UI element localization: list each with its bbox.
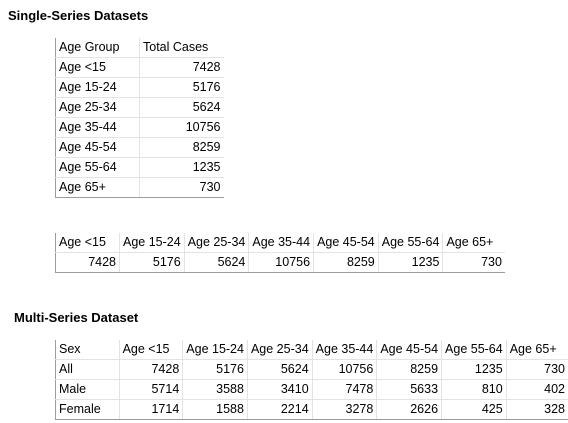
age-group-cell[interactable]: Age 35-44 xyxy=(55,117,140,138)
table-row: Age 65+ 730 xyxy=(55,177,224,198)
table-row: Male 5714 3588 3410 7478 5633 810 402 xyxy=(55,379,568,400)
age-group-cell[interactable]: Age 15-24 xyxy=(55,77,140,98)
value-cell[interactable]: 5624 xyxy=(184,252,250,273)
column-header[interactable]: Age 65+ xyxy=(442,233,505,253)
single-series-heading: Single-Series Datasets xyxy=(8,8,149,23)
table-row: Age 25-34 5624 xyxy=(55,97,224,118)
column-header[interactable]: Age <15 xyxy=(55,233,120,253)
table-row: Age <15 7428 xyxy=(55,57,224,78)
value-cell[interactable]: 10756 xyxy=(248,252,315,273)
sex-cell[interactable]: Male xyxy=(55,379,120,400)
column-header[interactable]: Age 55-64 xyxy=(441,340,507,360)
column-header[interactable]: Sex xyxy=(55,340,120,360)
value-cell[interactable]: 730 xyxy=(442,252,505,273)
value-cell[interactable]: 5714 xyxy=(119,379,184,400)
column-header[interactable]: Age 15-24 xyxy=(182,340,248,360)
column-header[interactable]: Total Cases xyxy=(139,38,224,58)
table-row: Age 45-54 8259 xyxy=(55,137,224,158)
multi-series-heading: Multi-Series Dataset xyxy=(14,310,139,325)
multi-series-table: Sex Age <15 Age 15-24 Age 25-34 Age 35-4… xyxy=(55,340,568,420)
sex-cell[interactable]: All xyxy=(55,359,120,380)
table-row: Female 1714 1588 2214 3278 2626 425 328 xyxy=(55,399,568,420)
column-header[interactable]: Age 35-44 xyxy=(312,340,378,360)
value-cell[interactable]: 402 xyxy=(506,379,568,400)
age-group-cell[interactable]: Age <15 xyxy=(55,57,140,78)
value-cell[interactable]: 5176 xyxy=(182,359,248,380)
column-header[interactable]: Age 55-64 xyxy=(378,233,444,253)
value-cell[interactable]: 7428 xyxy=(119,359,184,380)
column-header[interactable]: Age <15 xyxy=(119,340,184,360)
table-row: All 7428 5176 5624 10756 8259 1235 730 xyxy=(55,359,568,380)
single-series-vertical-table: Age Group Total Cases Age <15 7428 Age 1… xyxy=(55,38,224,198)
table-row: Age 35-44 10756 xyxy=(55,117,224,138)
age-group-cell[interactable]: Age 45-54 xyxy=(55,137,140,158)
column-header[interactable]: Age 45-54 xyxy=(376,340,443,360)
table-header-row: Age Group Total Cases xyxy=(55,38,224,58)
total-cases-cell[interactable]: 10756 xyxy=(139,117,224,138)
value-cell[interactable]: 425 xyxy=(441,399,507,420)
column-header[interactable]: Age 65+ xyxy=(506,340,568,360)
value-cell[interactable]: 810 xyxy=(441,379,507,400)
sex-cell[interactable]: Female xyxy=(55,399,120,420)
value-cell[interactable]: 5633 xyxy=(376,379,443,400)
total-cases-cell[interactable]: 7428 xyxy=(139,57,224,78)
value-cell[interactable]: 8259 xyxy=(376,359,443,380)
age-group-cell[interactable]: Age 55-64 xyxy=(55,157,140,178)
total-cases-cell[interactable]: 5624 xyxy=(139,97,224,118)
column-header[interactable]: Age Group xyxy=(55,38,140,58)
value-cell[interactable]: 3410 xyxy=(247,379,313,400)
value-cell[interactable]: 5176 xyxy=(119,252,185,273)
total-cases-cell[interactable]: 730 xyxy=(139,177,224,198)
value-cell[interactable]: 1588 xyxy=(182,399,248,420)
total-cases-cell[interactable]: 5176 xyxy=(139,77,224,98)
value-cell[interactable]: 1235 xyxy=(441,359,507,380)
age-group-cell[interactable]: Age 65+ xyxy=(55,177,140,198)
value-cell[interactable]: 3588 xyxy=(182,379,248,400)
value-cell[interactable]: 730 xyxy=(506,359,568,380)
age-group-cell[interactable]: Age 25-34 xyxy=(55,97,140,118)
table-row: Age 55-64 1235 xyxy=(55,157,224,178)
table-row: Age 15-24 5176 xyxy=(55,77,224,98)
value-cell[interactable]: 8259 xyxy=(313,252,379,273)
total-cases-cell[interactable]: 8259 xyxy=(139,137,224,158)
single-series-horizontal-table: Age <15 Age 15-24 Age 25-34 Age 35-44 Ag… xyxy=(55,233,505,273)
value-cell[interactable]: 3278 xyxy=(312,399,378,420)
value-cell[interactable]: 2214 xyxy=(247,399,313,420)
value-cell[interactable]: 2626 xyxy=(376,399,443,420)
value-cell[interactable]: 10756 xyxy=(312,359,378,380)
column-header[interactable]: Age 45-54 xyxy=(313,233,379,253)
value-cell[interactable]: 1235 xyxy=(378,252,444,273)
column-header[interactable]: Age 25-34 xyxy=(247,340,313,360)
value-cell[interactable]: 5624 xyxy=(247,359,313,380)
value-cell[interactable]: 7478 xyxy=(312,379,378,400)
value-cell[interactable]: 7428 xyxy=(55,252,120,273)
value-cell[interactable]: 328 xyxy=(506,399,568,420)
table-header-row: Age <15 Age 15-24 Age 25-34 Age 35-44 Ag… xyxy=(55,233,505,253)
value-cell[interactable]: 1714 xyxy=(119,399,184,420)
column-header[interactable]: Age 15-24 xyxy=(119,233,185,253)
table-header-row: Sex Age <15 Age 15-24 Age 25-34 Age 35-4… xyxy=(55,340,568,360)
column-header[interactable]: Age 25-34 xyxy=(184,233,250,253)
total-cases-cell[interactable]: 1235 xyxy=(139,157,224,178)
table-row: 7428 5176 5624 10756 8259 1235 730 xyxy=(55,252,505,273)
column-header[interactable]: Age 35-44 xyxy=(248,233,315,253)
